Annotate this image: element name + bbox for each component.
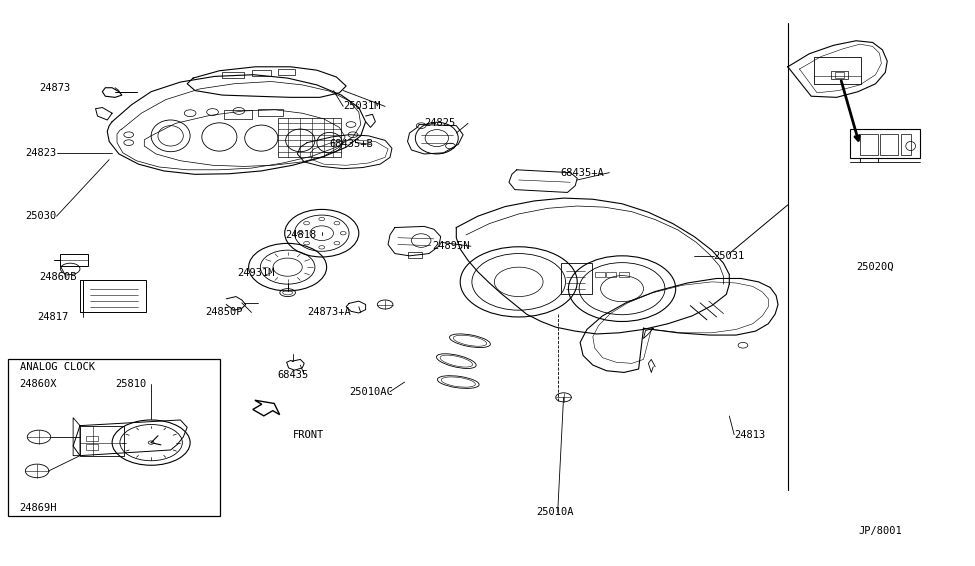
- Bar: [278, 69, 295, 75]
- Text: FRONT: FRONT: [292, 430, 324, 440]
- Bar: [86, 444, 98, 450]
- Bar: [86, 436, 98, 441]
- Bar: [83, 280, 146, 312]
- Bar: [258, 109, 283, 116]
- Text: 24873+A: 24873+A: [307, 307, 351, 318]
- Bar: [835, 72, 844, 78]
- Bar: [619, 272, 629, 277]
- Text: 24931M: 24931M: [237, 268, 274, 278]
- Bar: [814, 57, 861, 84]
- Bar: [8, 359, 220, 516]
- Text: 25010A: 25010A: [536, 507, 573, 517]
- Text: 24860X: 24860X: [20, 379, 57, 389]
- Bar: [252, 70, 271, 76]
- Bar: [561, 263, 592, 294]
- Bar: [278, 118, 341, 157]
- Bar: [831, 71, 848, 79]
- Text: 24869H: 24869H: [20, 503, 57, 513]
- Text: 24860B: 24860B: [39, 272, 76, 282]
- Bar: [860, 134, 878, 155]
- Bar: [595, 272, 604, 277]
- Bar: [408, 252, 422, 258]
- Bar: [60, 254, 88, 266]
- Text: 25020Q: 25020Q: [856, 262, 893, 272]
- Polygon shape: [253, 400, 280, 416]
- Bar: [606, 272, 616, 277]
- Text: ANALOG CLOCK: ANALOG CLOCK: [20, 362, 95, 372]
- Text: 24873: 24873: [39, 83, 70, 93]
- Text: 25010AC: 25010AC: [349, 387, 393, 397]
- Text: 25031M: 25031M: [343, 101, 380, 112]
- Text: 25030: 25030: [25, 211, 57, 221]
- Bar: [224, 110, 252, 119]
- Bar: [850, 129, 920, 158]
- Text: 68435+A: 68435+A: [561, 168, 604, 178]
- Text: 68435+B: 68435+B: [330, 139, 373, 149]
- Text: 25031: 25031: [714, 251, 745, 261]
- Text: 68435: 68435: [278, 370, 309, 380]
- Bar: [901, 134, 911, 155]
- Text: 24895N: 24895N: [432, 241, 469, 251]
- Text: JP/8001: JP/8001: [858, 526, 902, 536]
- Text: 24850P: 24850P: [205, 307, 242, 318]
- Text: 24823: 24823: [25, 148, 57, 158]
- Bar: [222, 72, 244, 78]
- Bar: [80, 426, 124, 456]
- Text: 24817: 24817: [37, 312, 68, 322]
- Text: 24813: 24813: [734, 430, 765, 440]
- Bar: [880, 134, 898, 155]
- Text: 25810: 25810: [115, 379, 146, 389]
- Text: 24825: 24825: [424, 118, 455, 128]
- Text: 24818: 24818: [286, 230, 317, 240]
